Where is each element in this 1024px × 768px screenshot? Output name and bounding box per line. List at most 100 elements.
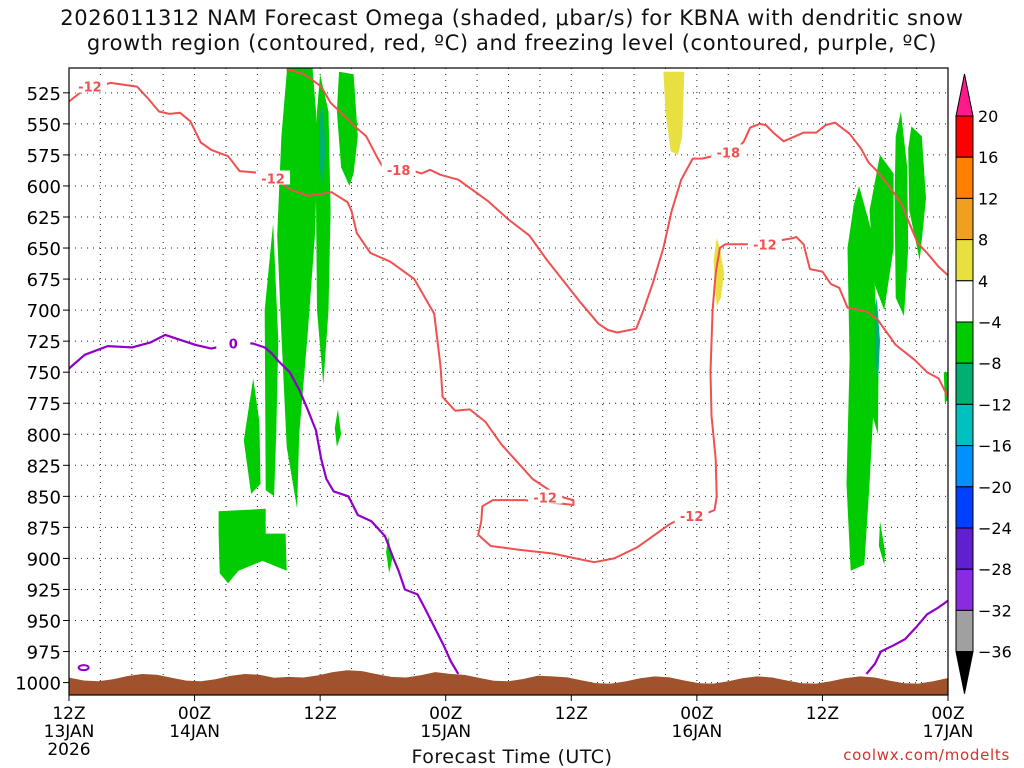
- omega-region--4: [218, 508, 287, 584]
- colorbar-swatch: [955, 280, 974, 323]
- colorbar-swatch: [955, 115, 974, 158]
- x-tick-label: 12Z: [52, 704, 85, 724]
- x-tick-label: 00Z: [429, 704, 462, 724]
- omega-region--4: [264, 223, 279, 497]
- y-tick-label: 650: [27, 239, 61, 260]
- dgz-label-5-text: -18: [717, 146, 741, 161]
- dgz-label-3-bg: [528, 489, 563, 504]
- colorbar-level-label: −20: [978, 478, 1012, 497]
- dgz-label-1: -12: [256, 170, 291, 188]
- omega-region-+4: [663, 71, 685, 155]
- colorbar-swatch: [955, 486, 974, 529]
- y-tick-label: 725: [27, 332, 61, 353]
- y-tick-label: 950: [27, 612, 61, 633]
- x-tick-date-label: 16JAN: [672, 722, 723, 742]
- omega-region--4: [894, 111, 909, 317]
- omega-region--4: [878, 521, 886, 565]
- colorbar-level-label: −4: [978, 313, 1002, 332]
- omega-region--8: [319, 105, 326, 186]
- freezing-level-line-right: [865, 599, 948, 675]
- x-tick-label: 12Z: [806, 704, 839, 724]
- y-tick-label: 825: [27, 456, 61, 477]
- dgz-label-6-bg: [747, 236, 782, 251]
- y-tick-label: 600: [27, 177, 61, 198]
- omega-region--4: [334, 409, 342, 447]
- x-tick-date-label: 17JAN: [923, 722, 974, 742]
- colorbar-swatch: [955, 609, 974, 653]
- dgz-label-4-text: -12: [680, 510, 704, 525]
- x-tick-date-label: 14JAN: [169, 722, 220, 742]
- y-tick-label: 750: [27, 363, 61, 384]
- y-tick-label: 575: [27, 146, 61, 167]
- colorbar-swatch: [955, 321, 974, 364]
- dgz-label-0: -12: [72, 78, 107, 96]
- omega-region--4: [869, 154, 894, 311]
- colorbar-level-label: 12: [978, 189, 998, 208]
- freezing-level-loop: [77, 664, 90, 672]
- omega-region--4: [846, 186, 876, 571]
- omega-region--4: [908, 126, 926, 261]
- y-tick-label: 925: [27, 580, 61, 601]
- y-tick-label: 875: [27, 518, 61, 539]
- x-tick-date-label: 15JAN: [420, 722, 471, 742]
- dgz-label-3: -12: [528, 489, 563, 507]
- colorbar-level-label: −8: [978, 354, 1002, 373]
- dgz-label-1-bg: [256, 170, 291, 185]
- x-tick-label: 12Z: [555, 704, 588, 724]
- colorbar-level-label: 4: [978, 272, 988, 291]
- dgz-label-1-text: -12: [261, 173, 285, 188]
- dgz-contour-12: [69, 81, 948, 564]
- colorbar-swatch: [955, 403, 974, 447]
- plot-area: -12 -12 -18 -12 -12 -18 -12 0: [69, 68, 948, 695]
- colorbar-level-label: 8: [978, 231, 988, 250]
- credit-text: coolwx.com/modelts: [843, 746, 1010, 764]
- colorbar-bottom-arrow: [955, 651, 974, 694]
- dgz-label-6-text: -12: [753, 238, 777, 253]
- chart-title-line2: growth region (contoured, red, ºC) and f…: [86, 31, 938, 55]
- freezing-level-line: [69, 333, 460, 675]
- colorbar-level-label: 20: [978, 107, 998, 126]
- omega-region--4: [943, 372, 948, 404]
- y-tick-label: 675: [27, 270, 61, 291]
- y-tick-label: 800: [27, 425, 61, 446]
- plot-frame: [68, 67, 949, 696]
- omega-region--4: [336, 71, 358, 186]
- colorbar-level-label: −16: [978, 437, 1012, 456]
- freezing-level-label-bg: [216, 335, 251, 350]
- ground-terrain: [69, 670, 948, 695]
- y-tick-label: 1000: [15, 674, 61, 695]
- colorbar-level-label: −12: [978, 395, 1012, 414]
- y-tick-label: 975: [27, 643, 61, 664]
- dgz-label-3-text: -12: [533, 492, 557, 507]
- y-tick-label: 775: [27, 394, 61, 415]
- dgz-label-0-text: -12: [78, 81, 102, 96]
- dgz-label-2-bg: [381, 161, 416, 176]
- colorbar-level-label: −32: [978, 601, 1012, 620]
- colorbar-swatch: [955, 239, 974, 282]
- dgz-label-6: -12: [747, 236, 782, 253]
- x-tick-label: 00Z: [931, 704, 964, 724]
- colorbar-swatch: [955, 362, 974, 405]
- dgz-label-4-bg: [674, 508, 709, 523]
- dgz-label-0-bg: [72, 78, 107, 93]
- y-tick-label: 700: [27, 301, 61, 322]
- colorbar-swatch: [955, 527, 974, 570]
- freezing-level-label: 0: [216, 335, 251, 353]
- colorbar: 20 16 12 8 4 −4 −8 −12 −16 −20 −24 −28 −32 −36: [955, 73, 1012, 694]
- y-tick-label: 850: [27, 487, 61, 508]
- y-tick-label: 625: [27, 208, 61, 229]
- omega-region--4: [277, 68, 318, 509]
- dgz-label-4: -12: [674, 508, 709, 525]
- dgz-label-2: -18: [381, 161, 416, 179]
- dgz-label-5: -18: [711, 144, 746, 161]
- colorbar-level-label: −28: [978, 560, 1012, 579]
- dgz-label-2-text: -18: [387, 164, 411, 179]
- x-tick-year-label: 2026: [47, 740, 90, 760]
- colorbar-swatch: [955, 197, 974, 241]
- colorbar-swatch: [955, 445, 974, 488]
- x-tick-date-label: 13JAN: [44, 722, 95, 742]
- colorbar-level-label: −36: [978, 643, 1012, 662]
- colorbar-swatch: [955, 156, 974, 199]
- freezing-level-label-text: 0: [229, 338, 238, 353]
